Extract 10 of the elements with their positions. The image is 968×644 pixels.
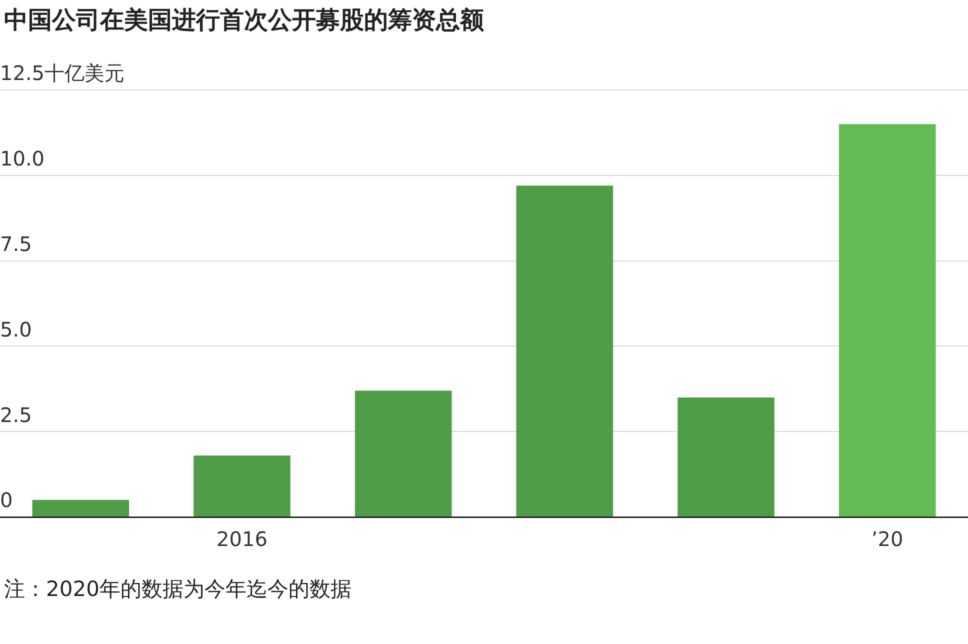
y-tick-label: 12.5十亿美元 — [0, 61, 125, 86]
chart-title: 中国公司在美国进行首次公开募股的筹资总额 — [4, 5, 484, 36]
y-tick-label: 2.5 — [0, 402, 32, 427]
x-tick-label: ’20 — [871, 527, 904, 552]
y-tick-label: 5.0 — [0, 317, 32, 342]
text: 注：2020年的数据为今年迄今的数据 — [4, 576, 352, 603]
y-tick-label: 10.0 — [0, 146, 45, 171]
y-tick-label: 0 — [0, 488, 13, 512]
y-tick-label: 7.5 — [0, 232, 32, 256]
x-tick-label: 2016 — [216, 527, 268, 552]
